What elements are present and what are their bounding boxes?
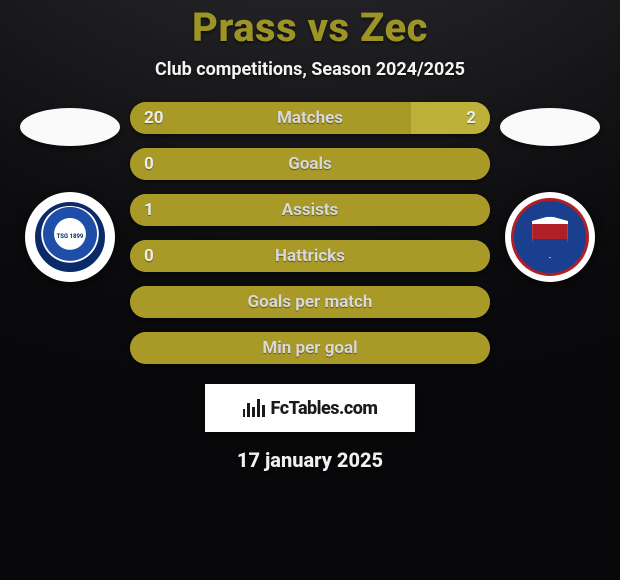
- club-badge-left-inner: TSG 1899: [35, 202, 105, 272]
- club-badge-left: TSG 1899: [25, 192, 115, 282]
- stat-bar: Hattricks0: [130, 240, 490, 272]
- stat-bar-fill-left: [130, 332, 490, 364]
- bar-chart-icon: [243, 399, 265, 417]
- source-logo-text: FcTables.com: [271, 398, 378, 419]
- stat-bar-fill-right: [411, 102, 490, 134]
- shield-icon: [532, 216, 568, 258]
- stat-bar-fill-left: [130, 148, 490, 180]
- club-badge-left-text-top: TSG 1899: [57, 234, 84, 240]
- stat-bar: Matches202: [130, 102, 490, 134]
- stat-bar: Goals0: [130, 148, 490, 180]
- subtitle: Club competitions, Season 2024/2025: [155, 59, 465, 80]
- comparison-card: Prass vs Zec Club competitions, Season 2…: [0, 0, 620, 580]
- stat-bar: Goals per match: [130, 286, 490, 318]
- stat-bar: Min per goal: [130, 332, 490, 364]
- jersey-right-icon: [500, 108, 600, 146]
- stat-bar-fill-left: [130, 286, 490, 318]
- stat-bar-fill-left: [130, 102, 411, 134]
- stats-column: Matches202 Goals0 Assists1 Hattricks0 Goals …: [130, 102, 490, 378]
- date-label: 17 january 2025: [237, 448, 383, 472]
- stat-bar-fill-left: [130, 194, 490, 226]
- player-left-column: TSG 1899: [10, 102, 130, 282]
- page-title: Prass vs Zec: [192, 4, 428, 51]
- source-logo: FcTables.com: [205, 384, 415, 432]
- jersey-left-icon: [20, 108, 120, 146]
- stat-bar: Assists1: [130, 194, 490, 226]
- club-badge-right: [505, 192, 595, 282]
- player-right-column: [490, 102, 610, 282]
- club-badge-right-inner: [511, 198, 589, 276]
- stat-bar-fill-left: [130, 240, 490, 272]
- comparison-row: TSG 1899 Matches202 Goals0 Assists1 Hattric…: [0, 102, 620, 378]
